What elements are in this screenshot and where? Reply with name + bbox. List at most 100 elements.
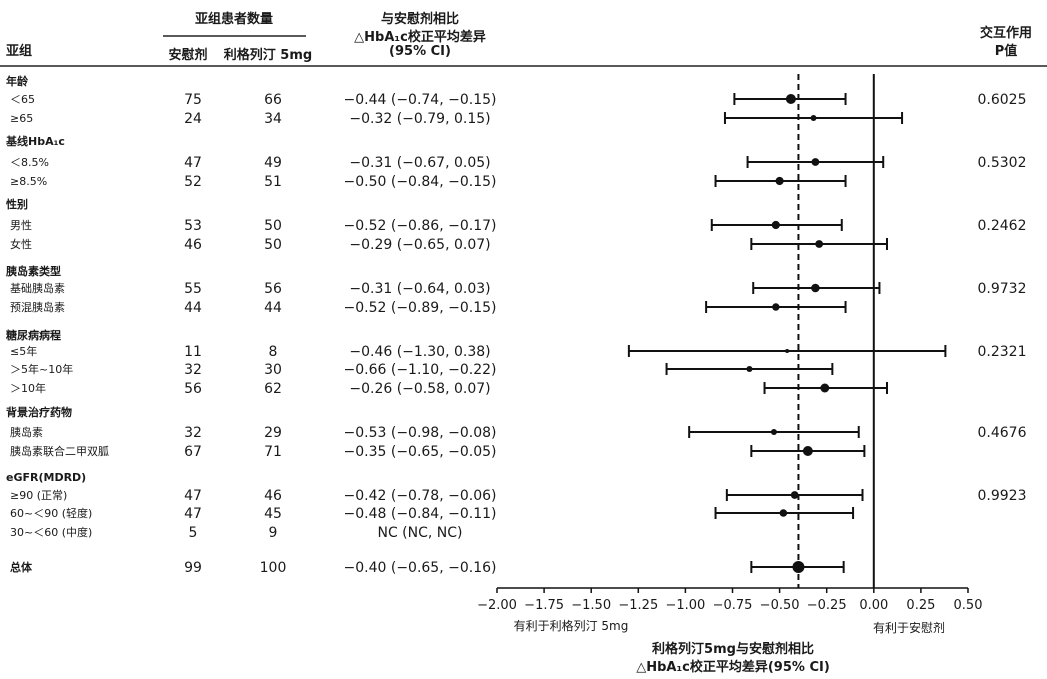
favors-placebo-label: 有利于安慰剂 <box>873 620 945 635</box>
subgroup-7-row-2-linagliptin-n: 45 <box>264 506 282 522</box>
x-axis-title-line1: 利格列汀5mg与安慰剂相比 <box>652 641 814 657</box>
subgroup-1-row-1-placebo-n: 75 <box>184 92 202 108</box>
subgroup-6-row-2-linagliptin-n: 71 <box>264 444 282 460</box>
subgroup-4-heading: 胰岛素类型 <box>5 264 61 278</box>
subgroup-1-row-2-point-estimate <box>810 115 817 121</box>
interaction-header-line2: P值 <box>994 44 1018 59</box>
subgroup-5-row-3-ci-text: −0.26 (−0.58, 0.07) <box>349 381 490 397</box>
subgroup-3-heading: 性别 <box>6 197 28 211</box>
diff-header-line2: △HbA₁c校正平均差异 <box>354 30 486 45</box>
patient-count-header: 亚组患者数量 <box>194 12 274 27</box>
subgroup-6-row-1-placebo-n: 32 <box>184 425 202 441</box>
subgroup-2-row-2-linagliptin-n: 51 <box>264 174 282 190</box>
x-tick-label-1: −2.00 <box>477 598 517 613</box>
subgroup-7-row-1-point-estimate <box>790 491 799 499</box>
subgroup-6-row-2-point-estimate <box>802 446 813 456</box>
subgroup-2-row-2-placebo-n: 52 <box>184 174 202 190</box>
subgroup-4-interaction-p: 0.9732 <box>978 281 1027 297</box>
overall-point-estimate <box>792 561 805 573</box>
subgroup-4-row-2-ci-text: −0.52 (−0.89, −0.15) <box>344 300 497 316</box>
subgroup-2-row-1-ci-text: −0.31 (−0.67, 0.05) <box>349 155 490 171</box>
overall-linagliptin-n: 100 <box>260 560 287 576</box>
subgroup-6-heading: 背景治疗药物 <box>6 405 72 419</box>
x-tick-label-11: 0.50 <box>954 598 983 613</box>
diff-header-line3: (95% CI) <box>389 44 451 59</box>
subgroup-6-row-2-placebo-n: 67 <box>184 444 202 460</box>
x-tick-label-2: −1.75 <box>524 598 564 613</box>
subgroup-4-row-2-placebo-n: 44 <box>184 300 202 316</box>
subgroup-4-row-1-ci-text: −0.31 (−0.64, 0.03) <box>349 281 490 297</box>
subgroup-4-row-2-linagliptin-n: 44 <box>264 300 282 316</box>
subgroup-7-row-1-linagliptin-n: 46 <box>264 488 282 504</box>
subgroup-2-row-1-point-estimate <box>811 158 820 166</box>
subgroup-3-row-2-placebo-n: 46 <box>184 237 202 253</box>
subgroup-7-row-1-label: ≥90 (正常) <box>10 489 67 502</box>
subgroup-1-row-1-point-estimate <box>785 93 796 105</box>
subgroup-7-row-1-ci-text: −0.42 (−0.78, −0.06) <box>344 488 497 504</box>
subgroup-7-row-3-ci-text: NC (NC, NC) <box>377 525 462 541</box>
subgroup-7-interaction-p: 0.9923 <box>978 488 1027 504</box>
subgroup-2-row-1-placebo-n: 47 <box>184 155 202 171</box>
subgroup-5-row-2-linagliptin-n: 30 <box>264 362 282 378</box>
subgroup-1-interaction-p: 0.6025 <box>978 92 1027 108</box>
subgroup-5-row-2-label: ＞5年~10年 <box>10 362 73 376</box>
subgroup-6-row-2-label: 胰岛素联合二甲双胍 <box>10 444 109 458</box>
subgroup-1-row-1-ci-text: −0.44 (−0.74, −0.15) <box>344 92 497 108</box>
subgroup-6-row-1-label: 胰岛素 <box>10 425 43 439</box>
subgroup-2-row-1-label: ＜8.5% <box>10 156 49 169</box>
subgroup-7-row-3-linagliptin-n: 9 <box>269 525 278 541</box>
subgroup-6-row-2-ci-text: −0.35 (−0.65, −0.05) <box>344 444 497 460</box>
subgroup-3-interaction-p: 0.2462 <box>978 218 1027 234</box>
subgroup-3-row-1-ci-text: −0.52 (−0.86, −0.17) <box>344 218 497 234</box>
subgroup-5-row-1-label: ≤5年 <box>10 344 37 358</box>
linagliptin-header: 利格列汀 5mg <box>223 48 313 63</box>
subgroup-3-row-1-point-estimate <box>771 220 780 230</box>
subgroup-header: 亚组 <box>6 44 33 59</box>
x-axis-title-line2: △HbA₁c校正平均差异(95% CI) <box>636 659 830 675</box>
subgroup-1-row-2-label: ≥65 <box>10 112 33 125</box>
diff-header-line1: 与安慰剂相比 <box>380 12 460 27</box>
x-tick-label-5: −1.00 <box>665 598 705 613</box>
subgroup-7-row-2-point-estimate <box>779 509 788 517</box>
favors-linagliptin-label: 有利于利格列汀 5mg <box>514 618 629 633</box>
subgroup-4-row-1-linagliptin-n: 56 <box>264 281 282 297</box>
subgroup-6-row-1-linagliptin-n: 29 <box>264 425 282 441</box>
x-tick-label-6: −0.75 <box>713 598 753 613</box>
subgroup-4-row-2-label: 预混胰岛素 <box>10 300 65 314</box>
subgroup-5-heading: 糖尿病病程 <box>6 328 61 342</box>
subgroup-2-row-2-point-estimate <box>775 176 784 186</box>
subgroup-7-heading: eGFR(MDRD) <box>6 471 86 484</box>
subgroup-2-interaction-p: 0.5302 <box>978 155 1027 171</box>
subgroup-5-row-3-placebo-n: 56 <box>184 381 202 397</box>
subgroup-4-row-2-point-estimate <box>772 303 780 311</box>
subgroup-4-row-1-point-estimate <box>811 283 820 293</box>
subgroup-5-row-3-point-estimate <box>820 383 830 393</box>
subgroup-1-row-1-label: ＜65 <box>10 93 35 106</box>
subgroup-5-row-2-point-estimate <box>746 365 753 373</box>
subgroup-6-row-1-point-estimate <box>770 428 777 436</box>
overall-placebo-n: 99 <box>184 560 202 576</box>
overall-label: 总体 <box>10 560 33 574</box>
subgroup-5-row-2-placebo-n: 32 <box>184 362 202 378</box>
subgroup-1-row-2-ci-text: −0.32 (−0.79, 0.15) <box>349 111 490 127</box>
subgroup-3-row-2-ci-text: −0.29 (−0.65, 0.07) <box>349 237 490 253</box>
x-tick-label-4: −1.25 <box>618 598 658 613</box>
x-tick-label-8: −0.25 <box>807 598 847 613</box>
subgroup-7-row-2-placebo-n: 47 <box>184 506 202 522</box>
subgroup-7-row-2-label: 60~＜90 (轻度) <box>10 506 92 520</box>
subgroup-5-row-3-label: ＞10年 <box>10 381 46 395</box>
subgroup-1-row-2-placebo-n: 24 <box>184 111 202 127</box>
subgroup-2-row-2-label: ≥8.5% <box>10 175 47 188</box>
interaction-header-line1: 交互作用 <box>979 26 1033 41</box>
subgroup-7-row-1-placebo-n: 47 <box>184 488 202 504</box>
subgroup-5-row-2-ci-text: −0.66 (−1.10, −0.22) <box>344 362 497 378</box>
subgroup-4-row-1-placebo-n: 55 <box>184 281 202 297</box>
subgroup-3-row-2-linagliptin-n: 50 <box>264 237 282 253</box>
x-tick-label-7: −0.50 <box>760 598 800 613</box>
subgroup-6-interaction-p: 0.4676 <box>978 425 1027 441</box>
subgroup-5-row-1-point-estimate <box>785 349 790 353</box>
x-tick-label-10: 0.25 <box>906 598 935 613</box>
subgroup-1-heading: 年龄 <box>6 74 29 88</box>
subgroup-3-row-1-linagliptin-n: 50 <box>264 218 282 234</box>
